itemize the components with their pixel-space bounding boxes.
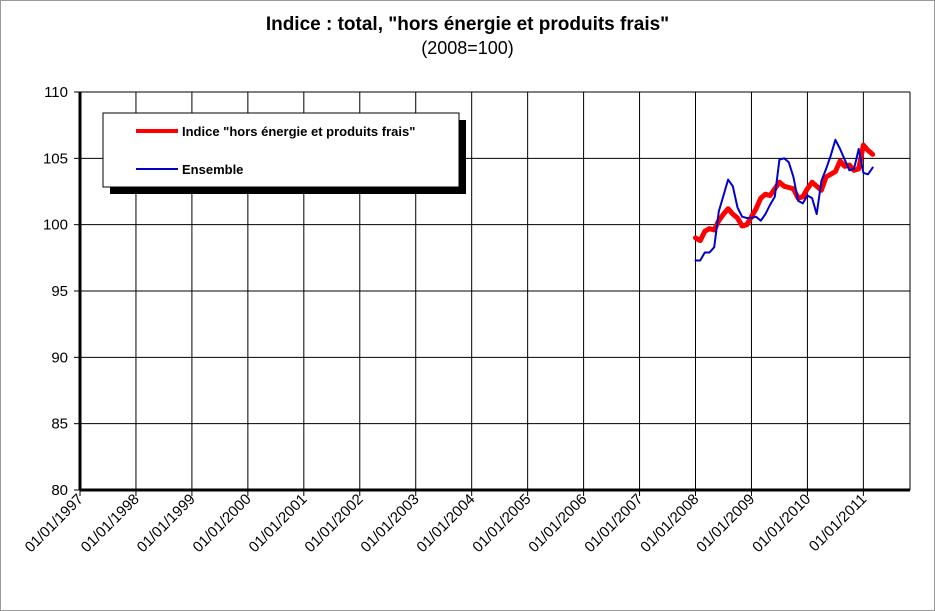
x-tick-label: 01/01/2007: [581, 491, 646, 556]
x-tick-label: 01/01/1998: [78, 491, 143, 556]
x-tick-label: 01/01/2011: [806, 491, 870, 555]
series-lines: [693, 138, 876, 262]
y-tick-label: 95: [51, 283, 68, 300]
x-tick-label: 01/01/2009: [693, 491, 758, 556]
grid-lines: [79, 91, 911, 491]
x-tick-label: 01/01/2001: [246, 491, 311, 556]
y-tick-label: 110: [44, 84, 68, 101]
chart-title: Indice : total, "hors énergie et produit…: [265, 14, 670, 35]
legend-label-ensemble: Ensemble: [182, 162, 243, 177]
y-tick-label: 85: [51, 416, 68, 433]
x-tick-label: 01/01/1997: [22, 491, 87, 556]
y-tick-label: 105: [43, 150, 68, 167]
x-tick-label: 01/01/2000: [190, 491, 255, 556]
y-tick-label: 100: [43, 217, 68, 234]
x-tick-label: 01/01/2002: [301, 491, 366, 556]
legend-box: [102, 112, 460, 188]
x-tick-label: 01/01/1999: [134, 491, 199, 556]
chart-subtitle: (2008=100): [421, 38, 514, 58]
y-tick-label: 90: [51, 349, 68, 366]
y-tick-label: 80: [51, 482, 68, 499]
x-tick-label: 01/01/2004: [413, 491, 478, 556]
x-tick-label: 01/01/2010: [749, 491, 814, 556]
legend: Indice "hors énergie et produits frais" …: [102, 112, 466, 194]
series-line-ensemble: [694, 138, 874, 262]
x-tick-label: 01/01/2005: [469, 491, 534, 556]
x-tick-label: 01/01/2008: [637, 491, 702, 556]
series-line-hors-energie: [693, 142, 876, 244]
legend-label-hors-energie: Indice "hors énergie et produits frais": [182, 124, 415, 139]
x-tick-label: 01/01/2003: [357, 491, 422, 556]
x-tick-label: 01/01/2006: [525, 491, 590, 556]
